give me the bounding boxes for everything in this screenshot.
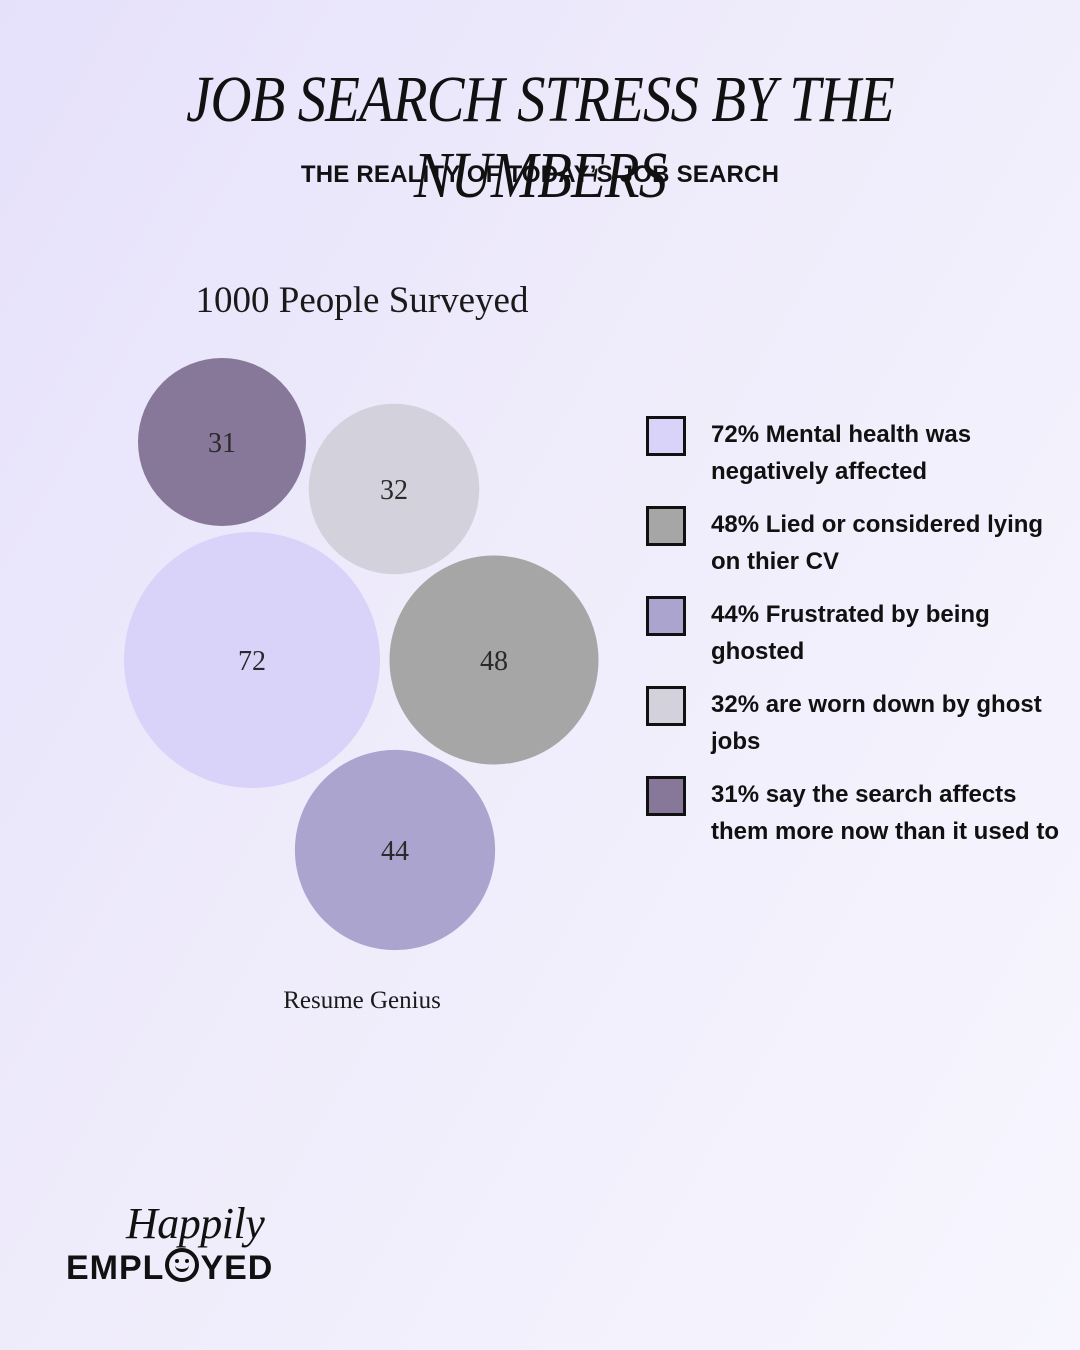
legend-swatch [646,776,686,816]
legend-swatch [646,416,686,456]
bubble-44 [294,749,496,951]
legend-swatch [646,506,686,546]
bubble-label-44: 44 [381,836,409,867]
logo-employed-text: EMPL YED [66,1248,273,1288]
bubble-label-48: 48 [480,646,508,677]
bubble-chart: 1000 People Surveyed 31 32 72 48 44 Resume G… [124,280,599,1014]
legend-item: 48% Lied or considered lying on thier CV [646,506,1066,580]
bubble-72 [124,532,380,788]
legend-item: 44% Frustrated by being ghosted [646,596,1066,670]
chart-title: 1000 People Surveyed [196,280,529,321]
bubble-label-72: 72 [238,646,266,677]
legend-label: 32% are worn down by ghost jobs [711,691,1042,755]
bubble-31 [138,358,306,526]
legend-item: 32% are worn down by ghost jobs [646,686,1066,760]
legend-swatch [646,596,686,636]
legend-label: 44% Frustrated by being ghosted [711,601,990,665]
legend-label: 31% say the search affects them more now… [711,781,1060,845]
happily-employed-logo: Happily EMPL YED [66,1198,286,1293]
bubbles-group: 31 32 72 48 44 [124,358,599,951]
legend-label: 48% Lied or considered lying on thier CV [711,511,1044,575]
bubble-label-32: 32 [380,475,408,506]
legend-label: 72% Mental health was negatively affecte… [711,421,972,485]
page-subtitle: THE REALITY OF TODAY’S JOB SEARCH [300,161,780,188]
legend-item: 72% Mental health was negatively affecte… [646,416,1066,490]
page-title: JOB SEARCH STRESS BY THE NUMBERS [186,63,895,212]
logo-employed-right: YED [200,1249,274,1287]
bubble-32 [308,403,480,575]
bubble-48 [389,555,599,765]
chart-source: Resume Genius [283,987,441,1014]
logo-employed-left: EMPL [66,1249,165,1287]
bubble-label-31: 31 [208,428,236,459]
legend-swatch [646,686,686,726]
smiley-icon [165,1248,200,1282]
legend-item: 31% say the search affects them more now… [646,776,1066,850]
logo-happily-text: Happily [126,1199,265,1248]
chart-legend: 72% Mental health was negatively affecte… [646,416,1066,866]
